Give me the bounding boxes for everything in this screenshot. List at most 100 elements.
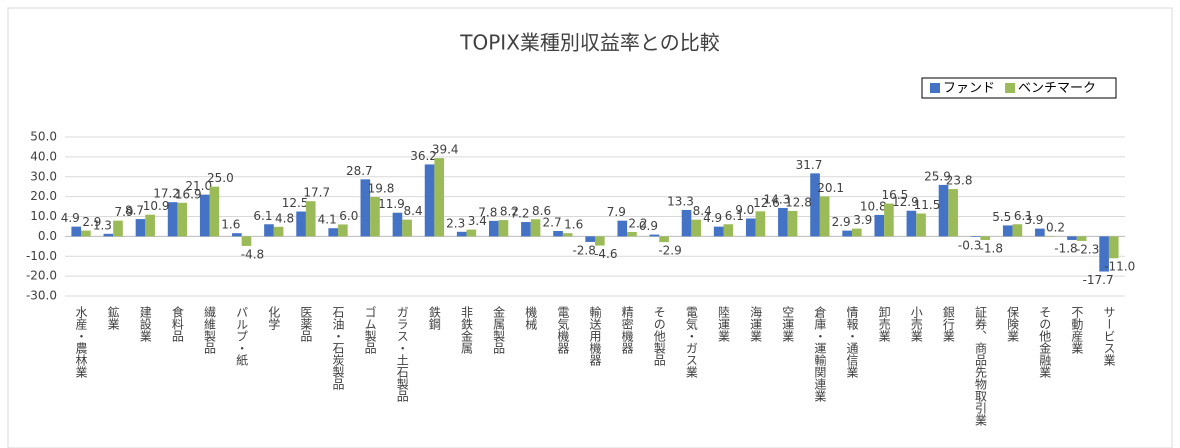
x-tick-label: 輸送用機器	[588, 305, 602, 367]
data-label: -1.8	[1054, 241, 1077, 255]
bar	[617, 220, 628, 237]
bar	[1035, 228, 1045, 237]
bar	[851, 228, 862, 237]
bar	[456, 231, 467, 237]
data-label: -17.7	[1083, 273, 1114, 287]
data-label: 10.9	[143, 199, 170, 213]
data-label: 4.9	[61, 211, 80, 225]
bar	[1099, 236, 1109, 272]
data-label: 2.2	[628, 217, 647, 231]
data-label: 2.3	[446, 216, 465, 230]
x-tick-label: 医薬品	[299, 306, 313, 342]
bar	[489, 220, 499, 237]
bar	[627, 232, 637, 237]
legend-swatch	[930, 83, 940, 93]
x-tick-label: その他金融業	[1038, 306, 1052, 378]
bar	[241, 236, 252, 246]
data-label: 19.8	[368, 182, 395, 196]
data-label: 1.6	[221, 218, 240, 232]
bar	[938, 184, 949, 237]
bar	[691, 219, 701, 237]
data-label: 2.9	[82, 215, 101, 229]
y-tick-label: 0.0	[38, 229, 57, 243]
x-tick-label: 水産・農林業	[74, 306, 88, 378]
data-label: 3.9	[853, 213, 872, 227]
bar	[884, 203, 894, 237]
y-tick-label: 20.0	[30, 189, 57, 203]
data-label: 16.5	[882, 188, 909, 202]
legend-box	[921, 77, 1117, 99]
data-label: -11.0	[1104, 260, 1135, 274]
y-tick-label: 30.0	[30, 169, 57, 183]
x-tick-label: 銀行業	[941, 306, 955, 342]
y-tick-label: 40.0	[30, 149, 57, 163]
bar	[273, 226, 284, 237]
bar	[113, 220, 123, 237]
x-tick-label: その他製品	[652, 306, 666, 366]
bar	[787, 210, 798, 237]
x-tick-label: 金属製品	[492, 305, 506, 354]
bar	[209, 186, 220, 237]
bar	[681, 209, 692, 237]
data-label: 8.4	[404, 204, 423, 218]
bar	[810, 173, 820, 237]
data-label: 2.9	[832, 215, 851, 229]
bar	[659, 236, 669, 243]
y-tick-label: -20.0	[26, 269, 57, 283]
bar	[135, 219, 146, 237]
data-label: 12.5	[282, 196, 309, 210]
bar	[338, 224, 348, 237]
data-label: 12.8	[785, 195, 812, 209]
x-tick-label: 不動産業	[1070, 306, 1084, 354]
data-label: -4.6	[594, 247, 617, 261]
data-label: 8.4	[693, 204, 712, 218]
bar	[521, 222, 531, 237]
x-tick-label: 石油・石炭製品	[331, 306, 345, 390]
y-tick-label: -10.0	[26, 249, 57, 263]
data-label: 13.3	[667, 194, 694, 208]
data-label: 25.9	[924, 169, 951, 183]
bar	[562, 233, 573, 237]
bar	[232, 233, 242, 237]
data-label: 28.7	[346, 164, 373, 178]
bar	[1067, 236, 1077, 240]
bar	[778, 207, 788, 237]
x-tick-label: 電気・ガス業	[684, 306, 698, 378]
bar	[424, 164, 435, 237]
bar	[71, 226, 82, 237]
data-label: 2.7	[543, 216, 562, 230]
data-label: 25.0	[207, 171, 234, 185]
bar	[177, 202, 188, 237]
data-label: 7.2	[510, 207, 529, 221]
data-label: 8.2	[500, 205, 519, 219]
data-label: -2.8	[572, 243, 595, 257]
bar	[328, 228, 339, 237]
y-tick-label: -30.0	[26, 289, 57, 303]
x-tick-label: 電気機器	[556, 306, 570, 355]
x-tick-label: ガラス・土石製品	[395, 306, 409, 402]
data-label: 6.1	[725, 209, 744, 223]
bar	[392, 212, 403, 237]
x-tick-label: 精密機器	[620, 306, 634, 355]
data-label: 11.5	[914, 198, 941, 212]
bar	[819, 196, 830, 237]
data-label: 36.2	[410, 149, 437, 163]
bar	[305, 201, 316, 237]
data-label: 23.8	[946, 174, 973, 188]
bar	[595, 236, 605, 246]
data-label: 7.9	[607, 205, 626, 219]
x-tick-label: 建設業	[138, 306, 152, 342]
bar	[980, 236, 991, 240]
data-label: 6.1	[1014, 209, 1033, 223]
data-label: 20.1	[817, 181, 844, 195]
legend-label: ファンド	[943, 81, 995, 96]
data-label: 10.8	[860, 199, 887, 213]
x-tick-label: サービス業	[1102, 306, 1116, 366]
bar	[145, 214, 155, 237]
data-label: 12.9	[892, 195, 919, 209]
x-tick-label: 食料品	[170, 305, 184, 342]
x-tick-label: 機械	[524, 305, 538, 330]
data-label: 3.4	[468, 214, 487, 228]
data-label: 6.0	[339, 209, 358, 223]
bar	[723, 224, 734, 237]
